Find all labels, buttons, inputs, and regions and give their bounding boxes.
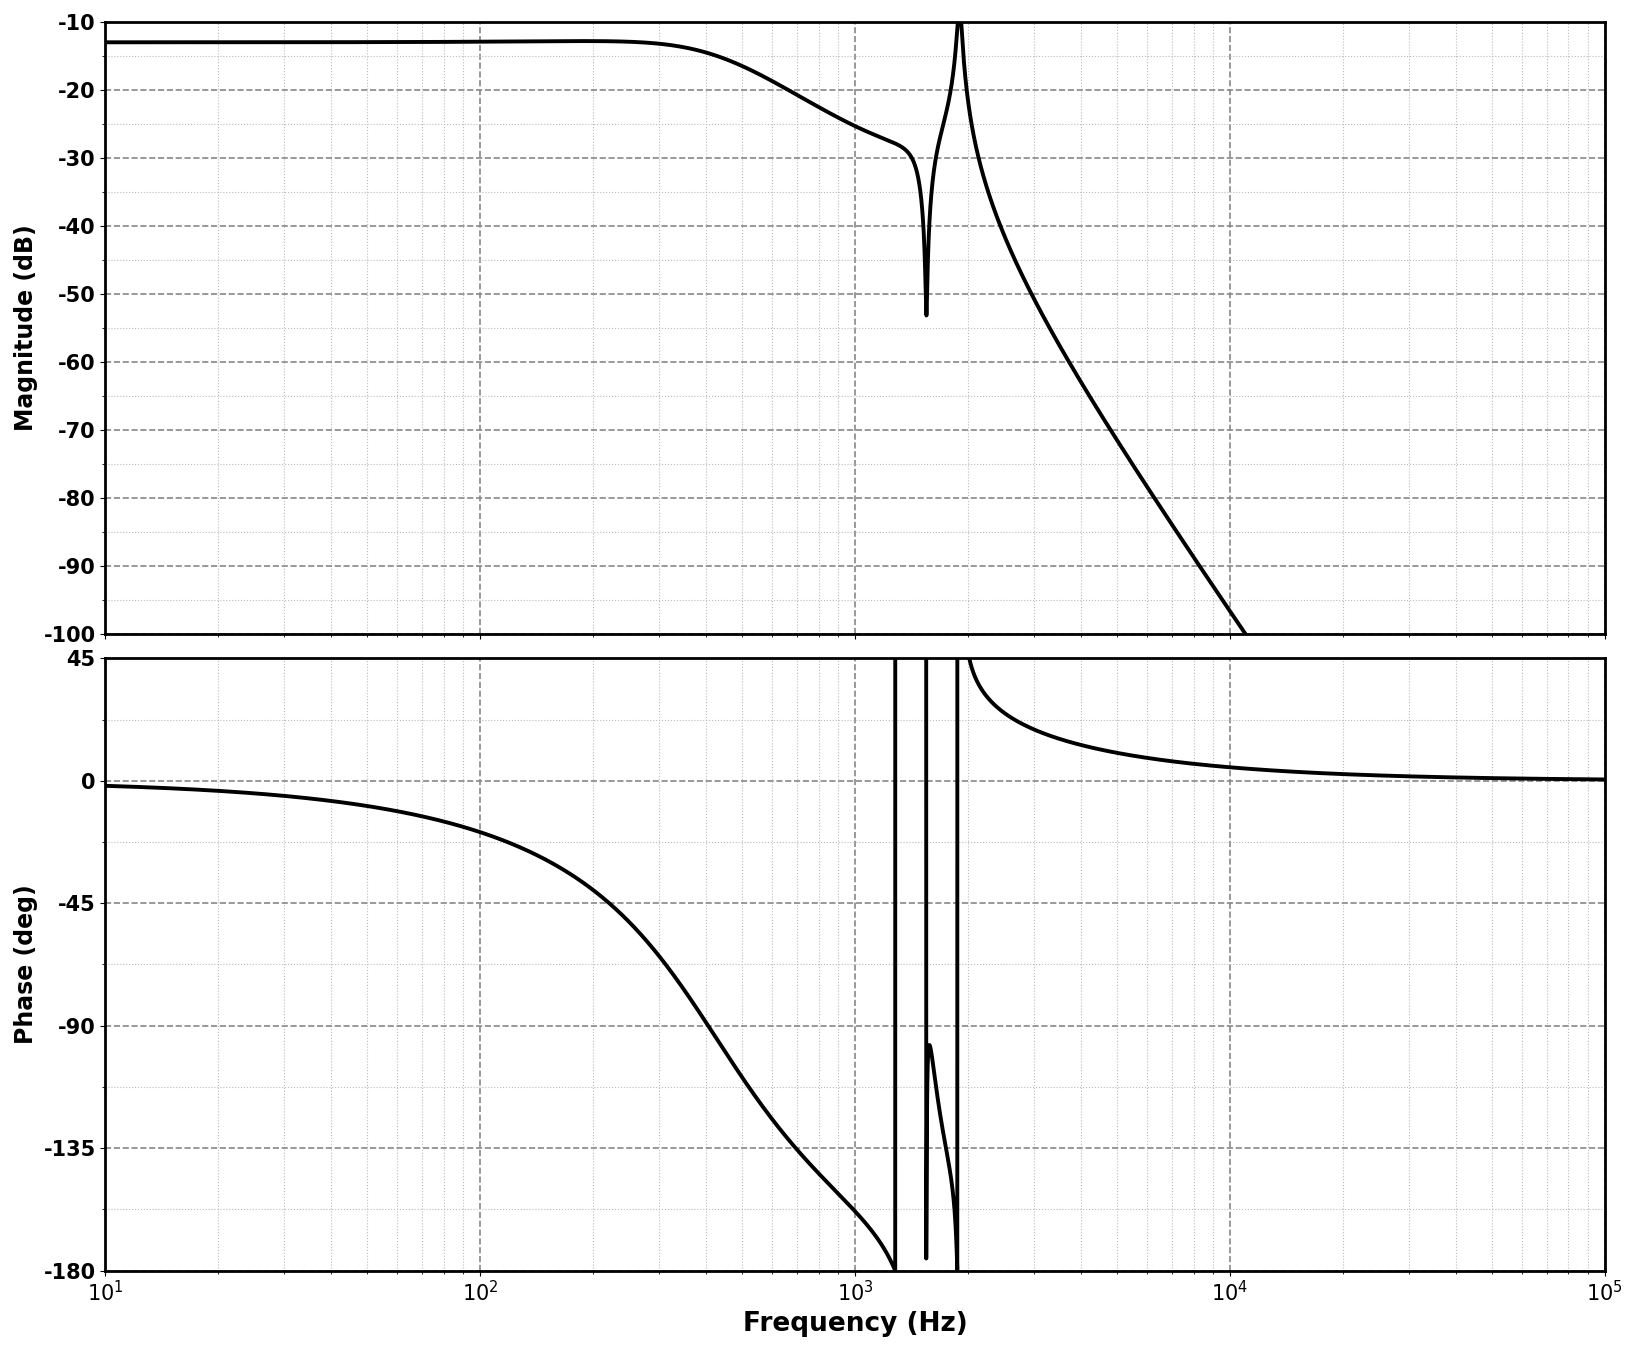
Y-axis label: Phase (deg): Phase (deg) [13,885,38,1044]
Y-axis label: Magnitude (dB): Magnitude (dB) [15,224,38,431]
X-axis label: Frequency (Hz): Frequency (Hz) [743,1310,967,1337]
